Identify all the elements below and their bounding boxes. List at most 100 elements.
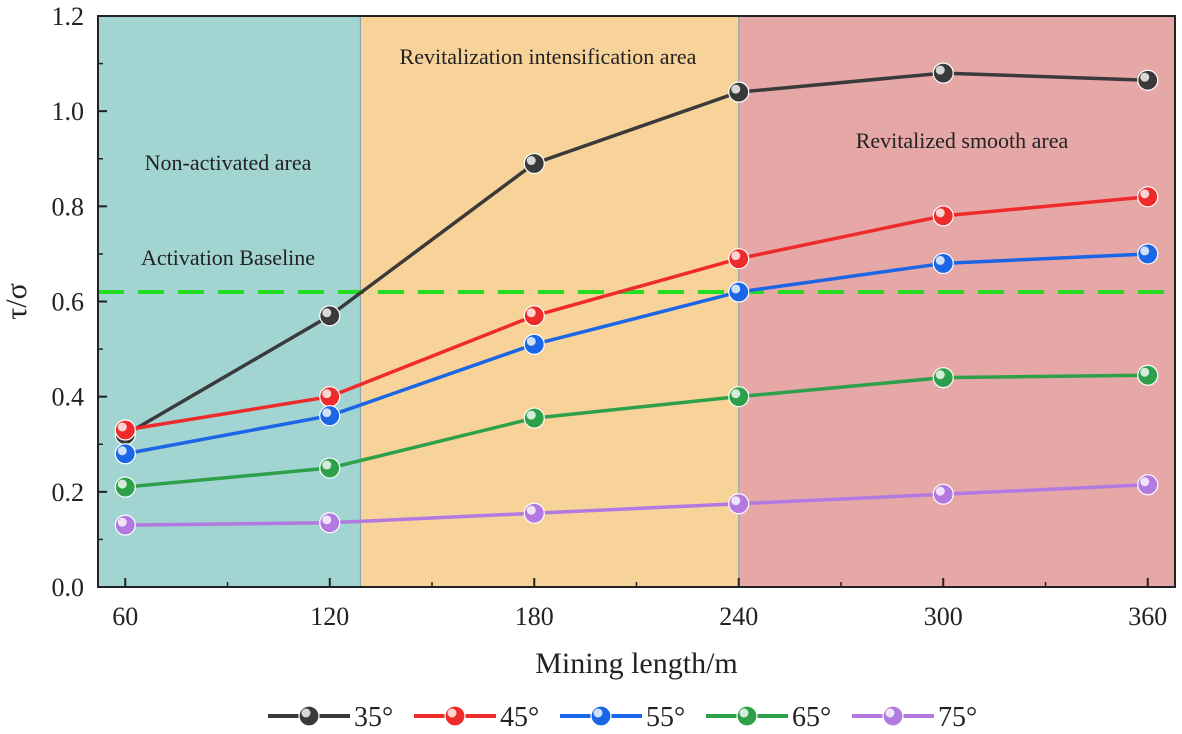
legend-item-75deg: 75°: [852, 702, 977, 733]
y-tick-label: 0.4: [52, 383, 85, 412]
legend-item-55deg: 55°: [560, 702, 685, 733]
x-tick-label: 300: [924, 602, 963, 631]
data-point-35deg-120: [319, 305, 341, 327]
legend-label: 35°: [354, 702, 393, 729]
data-point-35deg-240: [728, 81, 750, 103]
marker-highlight: [322, 308, 332, 318]
marker-highlight: [935, 486, 945, 496]
data-point-65deg-60: [114, 476, 136, 498]
y-tick-label: 0.0: [52, 573, 85, 602]
marker-highlight: [526, 308, 536, 318]
data-point-55deg-360: [1137, 243, 1159, 265]
x-tick-label: 240: [719, 602, 758, 631]
marker-highlight: [935, 208, 945, 218]
marker-highlight: [526, 336, 536, 346]
marker-highlight: [1140, 246, 1150, 256]
data-point-55deg-60: [114, 443, 136, 465]
marker-highlight: [731, 389, 741, 399]
marker-highlight: [1140, 189, 1150, 199]
data-point-75deg-240: [728, 493, 750, 515]
marker-highlight: [322, 389, 332, 399]
x-tick-label: 60: [112, 602, 138, 631]
data-point-45deg-240: [728, 248, 750, 270]
data-point-65deg-360: [1137, 364, 1159, 386]
marker-highlight: [117, 422, 127, 432]
data-point-55deg-180: [523, 333, 545, 355]
data-point-75deg-60: [114, 514, 136, 536]
data-point-45deg-60: [114, 419, 136, 441]
series-line-45deg: [124, 195, 1148, 432]
legend-label: 45°: [500, 702, 539, 729]
region-label-1: Non-activated area: [145, 150, 312, 175]
marker-highlight: [731, 496, 741, 506]
y-tick-label: 0.8: [52, 192, 85, 221]
x-tick-label: 180: [515, 602, 554, 631]
data-point-35deg-360: [1137, 69, 1159, 91]
marker-highlight: [1140, 477, 1150, 487]
y-tick-label: 0.6: [52, 288, 85, 317]
marker-highlight: [935, 370, 945, 380]
data-point-55deg-120: [319, 405, 341, 427]
data-point-45deg-180: [523, 305, 545, 327]
marker-highlight: [935, 65, 945, 75]
marker-highlight: [731, 251, 741, 261]
marker-highlight: [322, 408, 332, 418]
series-line-55deg: [124, 252, 1148, 456]
marker-highlight: [117, 479, 127, 489]
x-axis-title: Mining length/m: [535, 647, 738, 680]
data-point-45deg-300: [932, 205, 954, 227]
region-background-1: [98, 16, 361, 587]
legend-marker-highlight: [885, 708, 895, 718]
data-point-75deg-180: [523, 502, 545, 524]
x-tick-label: 120: [310, 602, 349, 631]
data-point-55deg-240: [728, 281, 750, 303]
legend-item-35deg: 35°: [268, 702, 393, 733]
series-line-75deg: [125, 482, 1148, 527]
data-point-75deg-360: [1137, 474, 1159, 496]
marker-highlight: [526, 505, 536, 515]
data-point-65deg-180: [523, 407, 545, 429]
marker-highlight: [1140, 367, 1150, 377]
data-point-35deg-300: [932, 62, 954, 84]
y-tick-label: 0.2: [52, 478, 85, 507]
data-point-55deg-300: [932, 252, 954, 275]
legend-marker-highlight: [739, 708, 749, 718]
y-axis-title: τ/σ: [0, 283, 33, 320]
marker-highlight: [322, 515, 332, 525]
activation-baseline-label: Activation Baseline: [141, 245, 315, 270]
legend-item-45deg: 45°: [414, 702, 539, 733]
data-point-65deg-120: [319, 457, 341, 479]
marker-highlight: [117, 517, 127, 527]
legend-label: 65°: [792, 702, 831, 729]
legend-marker-highlight: [593, 708, 603, 718]
y-tick-label: 1.0: [52, 97, 85, 126]
data-point-65deg-240: [728, 386, 750, 408]
marker-highlight: [117, 446, 127, 456]
x-tick-label: 360: [1128, 602, 1167, 631]
data-point-75deg-120: [319, 512, 341, 534]
legend-item-65deg: 65°: [706, 702, 831, 733]
series-line-35deg: [124, 71, 1148, 437]
data-point-75deg-300: [932, 483, 954, 505]
data-point-45deg-360: [1137, 186, 1159, 208]
marker-highlight: [322, 460, 332, 470]
legend-label: 75°: [938, 702, 977, 729]
region-background-2: [360, 16, 739, 587]
marker-highlight: [731, 84, 741, 94]
data-point-65deg-300: [932, 367, 954, 389]
legend-label: 55°: [646, 702, 685, 729]
region-label-2: Revitalization intensification area: [400, 44, 697, 69]
legend-marker-highlight: [447, 708, 457, 718]
region-label-3: Revitalized smooth area: [856, 128, 1069, 153]
legend-marker-highlight: [301, 708, 311, 718]
y-tick-label: 1.2: [52, 2, 85, 31]
data-point-45deg-120: [319, 386, 341, 408]
marker-highlight: [526, 410, 536, 420]
marker-highlight: [731, 284, 741, 294]
marker-highlight: [526, 156, 536, 166]
data-point-35deg-180: [523, 152, 545, 175]
marker-highlight: [935, 255, 945, 265]
series-line-65deg: [125, 373, 1148, 489]
